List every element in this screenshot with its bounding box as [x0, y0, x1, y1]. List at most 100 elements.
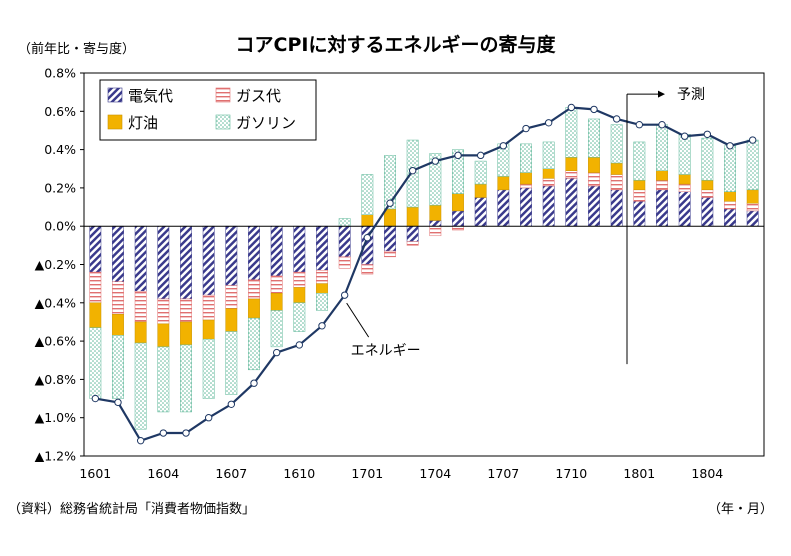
bar-electricity-1802 [656, 189, 668, 227]
bar-gasoline-1710 [565, 107, 578, 158]
bar-kerosene-1710 [565, 157, 578, 171]
bar-kerosene-1712 [610, 162, 623, 175]
bar-gas-1605 [180, 298, 192, 323]
legend-label-kerosene: 灯油 [128, 114, 158, 132]
bar-electricity-1607 [225, 225, 238, 286]
bar-kerosene-1609 [270, 292, 283, 311]
energy-point-1712 [612, 115, 621, 123]
energy-line-layer [91, 103, 757, 445]
bar-gasoline-1605 [180, 344, 192, 413]
bar-kerosene-1603 [134, 321, 147, 344]
energy-point-1601 [91, 394, 100, 403]
bar-gas-1704 [429, 225, 442, 237]
bar-electricity-1602 [112, 225, 124, 282]
forecast-arrow-head [658, 90, 665, 98]
source-note: （資料）総務省統計局「消費者物価指数」 [8, 502, 256, 517]
energy-point-1611 [318, 322, 326, 330]
bar-gas-1602 [112, 281, 124, 315]
y-axis-unit-label: （前年比・寄与度） [18, 42, 136, 57]
bar-gas-1803 [678, 183, 691, 192]
bar-electricity-1805 [724, 208, 736, 227]
bar-gasoline-1612 [338, 218, 351, 227]
bar-kerosene-1705 [452, 193, 464, 212]
bar-electricity-1803 [678, 191, 691, 227]
bar-gasoline-1709 [542, 141, 555, 170]
y-tick-label: 0.4% [44, 142, 76, 157]
bar-electricity-1705 [452, 210, 464, 227]
bar-electricity-1608 [248, 225, 260, 281]
bar-gasoline-1610 [293, 302, 306, 332]
energy-point-1704 [431, 157, 440, 165]
bar-gasoline-1701 [361, 174, 374, 215]
energy-point-1709 [544, 119, 553, 127]
y-tick-label: 0.0% [44, 219, 76, 234]
bar-gas-1708 [520, 183, 532, 189]
energy-point-1710 [567, 103, 576, 112]
bar-gas-1611 [316, 270, 328, 284]
bar-gasoline-1708 [520, 143, 532, 173]
legend-swatch-gas [215, 87, 231, 103]
x-tick-label: 1804 [691, 466, 723, 481]
legend-label-gasoline: ガソリン [236, 114, 296, 132]
bar-gasoline-1712 [610, 124, 623, 164]
y-tick-label: ▲1.2% [35, 449, 76, 464]
legend-label-electricity: 電気代 [128, 87, 173, 105]
bar-gas-1703 [406, 241, 419, 246]
energy-point-1802 [658, 121, 666, 129]
bar-electricity-1610 [293, 225, 306, 273]
bar-gas-1804 [701, 189, 714, 198]
bar-gasoline-1602 [112, 335, 124, 399]
energy-point-1605 [182, 429, 190, 437]
bar-electricity-1703 [406, 225, 419, 242]
energy-point-1610 [295, 341, 304, 349]
energy-callout-label: エネルギー [351, 343, 421, 359]
energy-point-1606 [204, 414, 213, 422]
energy-line [95, 106, 753, 443]
bar-kerosene-1804 [701, 179, 714, 191]
forecast-label: 予測 [677, 87, 705, 103]
bar-electricity-1609 [270, 225, 283, 277]
bar-gas-1607 [225, 285, 238, 309]
bar-electricity-1804 [701, 197, 714, 227]
bar-electricity-1709 [542, 185, 555, 227]
bar-gas-1606 [202, 294, 215, 321]
bar-kerosene-1610 [293, 287, 306, 304]
y-tick-label: ▲1.0% [35, 410, 76, 425]
energy-point-1602 [114, 398, 122, 407]
bar-kerosene-1602 [112, 314, 124, 336]
bar-gasoline-1603 [134, 342, 147, 430]
bar-kerosene-1803 [678, 174, 691, 185]
bar-gasoline-1706 [474, 160, 487, 185]
bar-gasoline-1805 [724, 145, 736, 192]
bar-electricity-1706 [474, 197, 487, 227]
bar-kerosene-1707 [497, 176, 510, 191]
energy-point-1707 [499, 142, 508, 150]
bar-gas-1711 [588, 172, 600, 187]
x-tick-label: 1610 [283, 466, 315, 481]
bar-gas-1603 [134, 291, 147, 323]
legend: 電気代 ガス代 灯油 ガソリン [99, 79, 317, 141]
energy-point-1801 [635, 121, 644, 129]
bar-electricity-1712 [610, 189, 623, 227]
bar-gasoline-1803 [678, 134, 691, 175]
energy-point-1706 [476, 151, 485, 160]
bar-gas-1701 [361, 264, 374, 275]
bar-gasoline-1802 [656, 124, 668, 171]
bar-gasoline-1806 [746, 139, 759, 191]
energy-point-1711 [590, 105, 598, 114]
bar-gas-1710 [565, 170, 578, 179]
energy-point-1701 [363, 233, 372, 242]
bar-electricity-1801 [633, 201, 646, 227]
bar-gasoline-1711 [588, 118, 600, 158]
energy-point-1604 [159, 429, 168, 437]
bar-kerosene-1601 [89, 302, 102, 328]
bar-electricity-1708 [520, 187, 532, 227]
bar-kerosene-1606 [202, 319, 215, 340]
bar-gas-1609 [270, 275, 283, 294]
bar-gasoline-1609 [270, 310, 283, 348]
bar-gasoline-1606 [202, 338, 215, 399]
bar-electricity-1601 [89, 225, 102, 273]
x-tick-label: 1601 [79, 466, 111, 481]
